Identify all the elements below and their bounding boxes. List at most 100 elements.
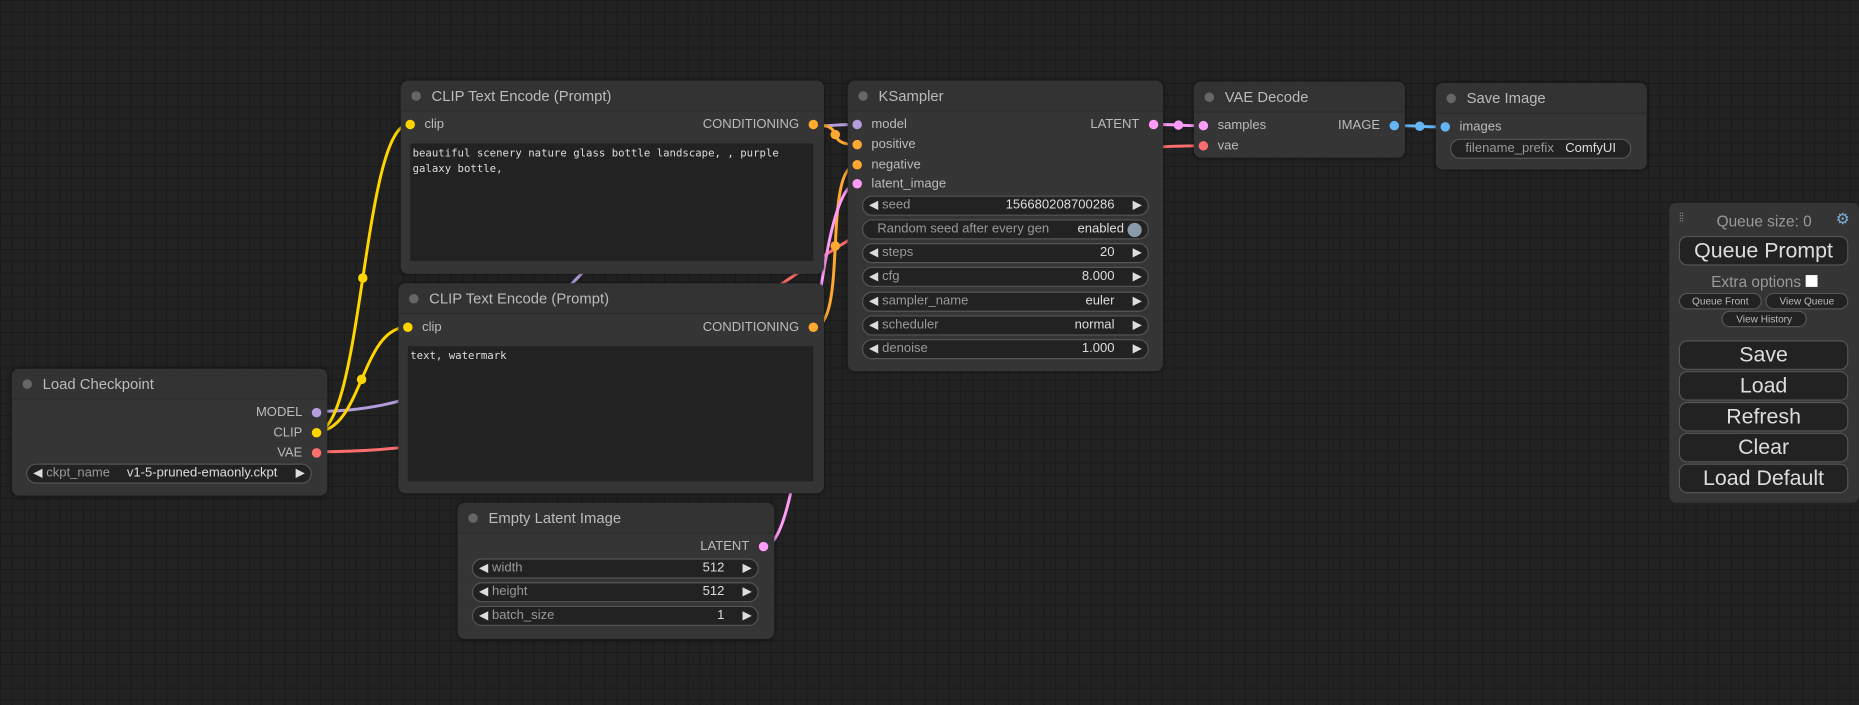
load-button[interactable]: Load xyxy=(1678,371,1849,401)
output-vae[interactable]: VAE xyxy=(277,445,322,462)
arrow-right-icon[interactable]: ▶ xyxy=(1132,199,1142,213)
arrow-left-icon[interactable]: ◀ xyxy=(869,199,879,213)
input-model[interactable]: model xyxy=(852,116,907,133)
refresh-button[interactable]: Refresh xyxy=(1678,401,1849,432)
slot-dot-icon[interactable] xyxy=(403,322,413,332)
node-clip-text-encode-positive[interactable]: CLIP Text Encode (Prompt) clip CONDITION… xyxy=(400,80,824,274)
node-ksampler[interactable]: KSampler model positive negative latent_… xyxy=(847,80,1164,372)
collapse-dot-icon[interactable] xyxy=(1446,93,1456,104)
input-positive[interactable]: positive xyxy=(852,136,916,153)
slot-dot-icon[interactable] xyxy=(758,541,769,552)
sampler-name-widget[interactable]: ◀ sampler_name euler ▶ xyxy=(861,291,1149,312)
arrow-left-icon[interactable]: ◀ xyxy=(869,270,879,284)
slot-dot-icon[interactable] xyxy=(1440,122,1450,132)
wire-negative-midpoint[interactable] xyxy=(830,241,840,251)
slot-dot-icon[interactable] xyxy=(808,322,819,332)
load-default-button[interactable]: Load Default xyxy=(1678,463,1849,494)
arrow-right-icon[interactable]: ▶ xyxy=(742,585,752,599)
slot-dot-icon[interactable] xyxy=(1198,120,1209,131)
input-clip[interactable]: clip xyxy=(405,116,444,133)
node-empty-latent-image[interactable]: Empty Latent Image LATENT ◀ width 512 ▶ ◀ he… xyxy=(457,502,775,640)
clear-button[interactable]: Clear xyxy=(1678,432,1849,463)
wire-clip-positive-midpoint[interactable] xyxy=(358,273,368,283)
input-images[interactable]: images xyxy=(1440,119,1502,136)
height-widget[interactable]: ◀ height 512 ▶ xyxy=(471,582,759,603)
arrow-left-icon[interactable]: ◀ xyxy=(33,467,43,481)
cfg-widget[interactable]: ◀ cfg 8.000 ▶ xyxy=(861,266,1149,287)
batch-size-widget[interactable]: ◀ batch_size 1 ▶ xyxy=(471,605,759,626)
wire-positive-midpoint[interactable] xyxy=(830,129,840,140)
node-title[interactable]: VAE Decode xyxy=(1193,81,1405,113)
steps-widget[interactable]: ◀ steps 20 ▶ xyxy=(861,243,1149,264)
arrow-right-icon[interactable]: ▶ xyxy=(1132,342,1142,356)
collapse-dot-icon[interactable] xyxy=(411,91,421,101)
collapse-dot-icon[interactable] xyxy=(858,91,868,101)
node-vae-decode[interactable]: VAE Decode samples vae IMAGE xyxy=(1193,81,1405,158)
slot-dot-icon[interactable] xyxy=(405,119,415,130)
arrow-left-icon[interactable]: ◀ xyxy=(478,585,489,599)
node-title[interactable]: KSampler xyxy=(847,80,1164,112)
collapse-dot-icon[interactable] xyxy=(468,513,478,523)
collapse-dot-icon[interactable] xyxy=(1204,92,1215,102)
extra-options-checkbox[interactable] xyxy=(1805,275,1818,287)
ckpt-name-combo[interactable]: ◀ ckpt_name v1-5-pruned-emaonly.ckpt ▶ xyxy=(26,463,312,484)
slot-dot-icon[interactable] xyxy=(1198,141,1209,151)
slot-dot-icon[interactable] xyxy=(852,139,862,150)
slot-dot-icon[interactable] xyxy=(808,119,819,130)
output-latent[interactable]: LATENT xyxy=(1090,116,1159,133)
slot-dot-icon[interactable] xyxy=(311,407,322,418)
output-latent[interactable]: LATENT xyxy=(700,538,769,555)
arrow-right-icon[interactable]: ▶ xyxy=(1132,295,1142,309)
output-conditioning[interactable]: CONDITIONING xyxy=(703,319,819,336)
node-title[interactable]: Empty Latent Image xyxy=(457,502,775,534)
slot-dot-icon[interactable] xyxy=(852,119,862,130)
node-title[interactable]: CLIP Text Encode (Prompt) xyxy=(400,80,824,112)
node-title[interactable]: CLIP Text Encode (Prompt) xyxy=(398,283,824,315)
wire-clip-negative-midpoint[interactable] xyxy=(356,374,367,385)
arrow-left-icon[interactable]: ◀ xyxy=(869,295,879,309)
prompt-textarea[interactable]: beautiful scenery nature glass bottle la… xyxy=(410,143,814,261)
slot-dot-icon[interactable] xyxy=(1389,120,1400,131)
input-latent-image[interactable]: latent_image xyxy=(852,175,946,192)
output-clip[interactable]: CLIP xyxy=(273,424,322,441)
queue-prompt-button[interactable]: Queue Prompt xyxy=(1678,235,1849,266)
node-save-image[interactable]: Save Image images filename_prefix ComfyUI xyxy=(1435,82,1647,170)
queue-front-button[interactable]: Queue Front xyxy=(1678,292,1762,310)
wire-images-midpoint[interactable] xyxy=(1415,121,1425,132)
arrow-left-icon[interactable]: ◀ xyxy=(478,609,489,623)
node-load-checkpoint[interactable]: Load Checkpoint MODEL CLIP VAE ◀ ckpt_nam… xyxy=(11,368,328,496)
arrow-left-icon[interactable]: ◀ xyxy=(869,342,879,356)
arrow-right-icon[interactable]: ▶ xyxy=(742,561,752,576)
drag-handle-icon[interactable]: ⁞⁞ xyxy=(1678,212,1684,226)
arrow-right-icon[interactable]: ▶ xyxy=(1132,318,1142,332)
slot-dot-icon[interactable] xyxy=(852,160,862,170)
arrow-left-icon[interactable]: ◀ xyxy=(478,561,489,576)
seed-widget[interactable]: ◀ seed 156680208700286 ▶ xyxy=(861,195,1149,216)
slot-dot-icon[interactable] xyxy=(311,428,322,438)
slot-dot-icon[interactable] xyxy=(1148,119,1159,130)
settings-gear-icon[interactable]: ⚙ xyxy=(1835,209,1850,228)
input-vae[interactable]: vae xyxy=(1198,138,1239,155)
view-history-button[interactable]: View History xyxy=(1721,310,1807,328)
arrow-left-icon[interactable]: ◀ xyxy=(869,246,879,260)
arrow-right-icon[interactable]: ▶ xyxy=(742,609,752,623)
slot-dot-icon[interactable] xyxy=(311,448,322,458)
width-widget[interactable]: ◀ width 512 ▶ xyxy=(471,558,759,579)
output-conditioning[interactable]: CONDITIONING xyxy=(703,116,819,133)
arrow-right-icon[interactable]: ▶ xyxy=(1132,270,1142,284)
random-seed-toggle[interactable]: Random seed after every gen enabled xyxy=(861,219,1149,240)
arrow-right-icon[interactable]: ▶ xyxy=(1132,246,1142,260)
input-negative[interactable]: negative xyxy=(852,156,921,173)
filename-prefix-field[interactable]: filename_prefix ComfyUI xyxy=(1449,138,1632,159)
arrow-left-icon[interactable]: ◀ xyxy=(869,318,879,332)
denoise-widget[interactable]: ◀ denoise 1.000 ▶ xyxy=(861,339,1149,360)
node-title[interactable]: Load Checkpoint xyxy=(11,368,328,400)
node-title[interactable]: Save Image xyxy=(1435,82,1647,114)
input-samples[interactable]: samples xyxy=(1198,117,1266,134)
save-button[interactable]: Save xyxy=(1678,340,1849,370)
wire-samples-midpoint[interactable] xyxy=(1173,120,1184,130)
node-clip-text-encode-negative[interactable]: CLIP Text Encode (Prompt) clip CONDITION… xyxy=(398,283,824,494)
prompt-textarea[interactable]: text, watermark xyxy=(407,346,814,482)
output-image[interactable]: IMAGE xyxy=(1338,117,1400,134)
